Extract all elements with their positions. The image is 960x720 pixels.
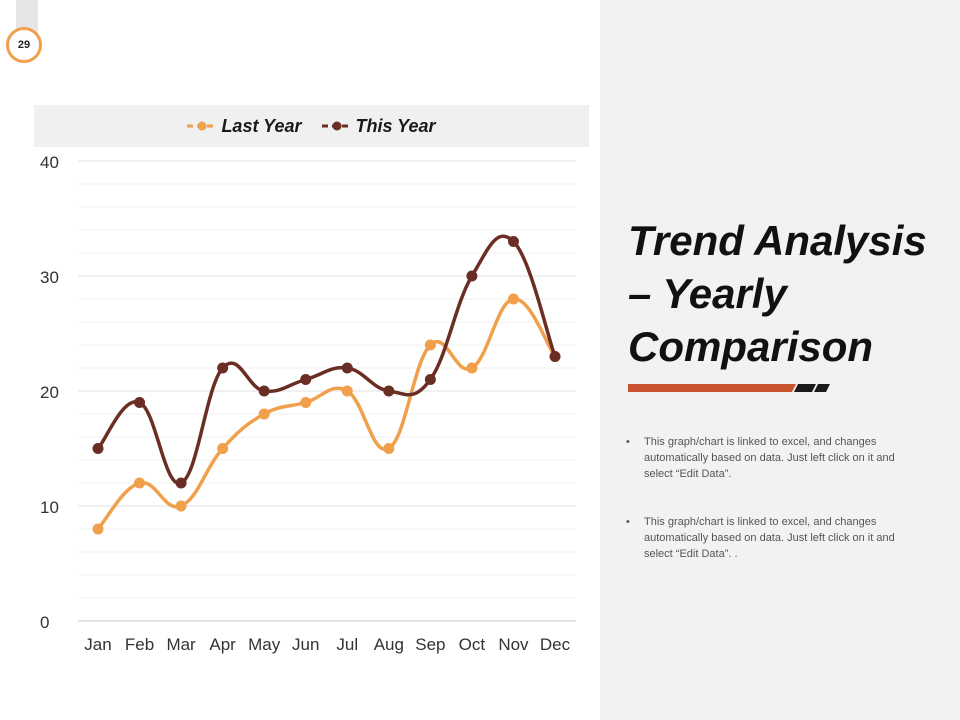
data-point-this-year xyxy=(134,397,146,408)
legend-swatch-last-year xyxy=(187,121,218,131)
bullet-text: This graph/chart is linked to excel, and… xyxy=(644,436,895,480)
data-point-this-year xyxy=(300,374,312,385)
bullet-text: This graph/chart is linked to excel, and… xyxy=(644,516,895,560)
bullet-marker: • xyxy=(626,436,630,448)
title-line-1: Trend Analysis xyxy=(628,217,927,264)
bullet-list: • This graph/chart is linked to excel, a… xyxy=(624,434,924,594)
x-tick-label: Apr xyxy=(209,635,236,654)
data-point-this-year xyxy=(424,374,436,385)
bullet-item: • This graph/chart is linked to excel, a… xyxy=(624,514,924,562)
legend-item-this-year: This Year xyxy=(321,115,436,137)
x-tick-label: Sep xyxy=(415,635,445,654)
title-line-3: Comparison xyxy=(628,323,874,370)
x-tick-label: Dec xyxy=(540,635,571,654)
data-point-this-year xyxy=(383,385,395,397)
data-point-this-year xyxy=(341,362,353,374)
data-point-last-year xyxy=(258,408,270,420)
data-point-last-year xyxy=(466,362,478,374)
data-point-this-year xyxy=(258,385,270,397)
x-tick-label: Mar xyxy=(166,635,196,654)
data-point-this-year xyxy=(549,351,561,362)
x-tick-label: Jun xyxy=(292,635,319,654)
data-point-last-year xyxy=(383,443,395,454)
legend-label-last-year: Last Year xyxy=(221,115,302,136)
data-point-this-year xyxy=(175,477,187,489)
y-tick-label: 30 xyxy=(40,268,59,287)
line-chart: 0 10 20 30 40 Jan Feb Mar Apr May Jun Jul Aug Sep Oct N… xyxy=(40,153,576,654)
x-tick-label: Jul xyxy=(336,635,358,654)
legend-swatch-this-year xyxy=(321,121,352,131)
data-point-last-year xyxy=(341,385,353,397)
data-point-last-year xyxy=(175,500,187,512)
data-point-this-year xyxy=(92,443,104,454)
legend-label-this-year: This Year xyxy=(355,115,436,136)
data-point-last-year xyxy=(92,523,104,535)
chart-legend: Last Year This Year xyxy=(34,105,589,147)
data-point-this-year xyxy=(466,270,478,282)
y-tick-label: 40 xyxy=(40,153,59,172)
slide-title: Trend Analysis – Yearly Comparison xyxy=(628,214,948,373)
data-point-last-year xyxy=(507,293,519,305)
data-point-last-year xyxy=(300,397,312,408)
x-tick-label: May xyxy=(248,635,281,654)
y-tick-label: 0 xyxy=(40,613,49,632)
y-tick-label: 20 xyxy=(40,383,59,402)
data-point-this-year xyxy=(507,236,519,247)
bullet-marker: • xyxy=(626,516,630,528)
right-panel xyxy=(600,0,960,720)
bullet-item: • This graph/chart is linked to excel, a… xyxy=(624,434,924,482)
data-point-last-year xyxy=(217,443,229,454)
data-point-last-year xyxy=(134,477,146,489)
x-tick-label: Jan xyxy=(84,635,111,654)
page-number-badge: 29 xyxy=(6,27,42,63)
title-underline xyxy=(628,384,830,392)
title-line-2: – Yearly xyxy=(628,270,787,317)
legend-item-last-year: Last Year xyxy=(187,115,302,137)
data-point-last-year xyxy=(424,339,436,351)
x-tick-label: Nov xyxy=(498,635,529,654)
series-line-this-year xyxy=(96,234,557,485)
x-tick-label: Oct xyxy=(459,635,486,654)
data-point-this-year xyxy=(217,362,229,374)
x-tick-label: Feb xyxy=(125,635,154,654)
x-tick-label: Aug xyxy=(374,635,404,654)
y-tick-label: 10 xyxy=(40,498,59,517)
